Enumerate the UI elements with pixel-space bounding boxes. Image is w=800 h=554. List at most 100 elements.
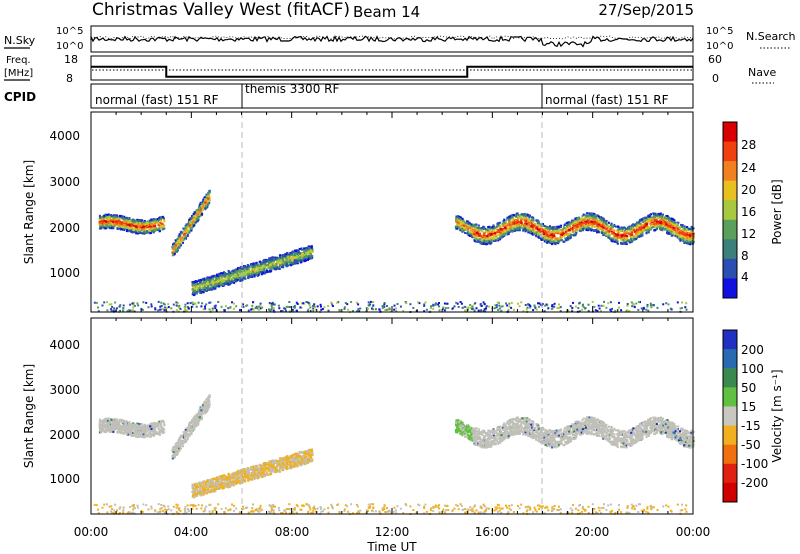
freq-label: Freq. bbox=[6, 55, 31, 66]
power-data-point bbox=[199, 212, 201, 215]
power-data-point bbox=[639, 219, 641, 221]
power-data-point bbox=[227, 273, 229, 276]
power-data-point bbox=[115, 216, 117, 218]
power-data-point bbox=[624, 238, 627, 241]
power-data-point bbox=[613, 240, 616, 243]
power-data-point bbox=[255, 262, 258, 264]
power-data-point bbox=[174, 244, 177, 247]
power-data-point bbox=[241, 267, 244, 270]
power-ground-point bbox=[505, 302, 507, 305]
power-data-point bbox=[584, 219, 586, 222]
power-data-point bbox=[207, 197, 210, 200]
power-data-point bbox=[272, 265, 275, 268]
power-data-point bbox=[556, 240, 559, 243]
cpid-segment-3: normal (fast) 151 RF bbox=[545, 93, 669, 107]
power-data-point bbox=[637, 223, 640, 226]
power-ground-point bbox=[299, 306, 302, 309]
power-data-point bbox=[177, 235, 180, 238]
power-data-point bbox=[100, 222, 103, 225]
power-data-point bbox=[286, 254, 288, 257]
power-data-point bbox=[153, 221, 156, 224]
power-ground-point bbox=[347, 308, 350, 311]
power-data-point bbox=[538, 232, 541, 235]
power-data-point bbox=[282, 260, 285, 263]
power-data-point bbox=[197, 213, 200, 216]
power-data-point bbox=[190, 218, 193, 221]
power-data-point bbox=[497, 228, 500, 231]
power-data-point bbox=[628, 233, 631, 235]
power-data-point bbox=[143, 232, 146, 235]
power-data-point bbox=[640, 228, 642, 231]
power-ground-point bbox=[618, 306, 620, 309]
power-data-point bbox=[517, 228, 520, 231]
power-data-point bbox=[497, 234, 500, 237]
power-data-point bbox=[281, 256, 284, 259]
power-data-point bbox=[199, 289, 202, 292]
power-data-point bbox=[303, 254, 306, 257]
power-data-point bbox=[610, 223, 613, 226]
power-data-point bbox=[231, 274, 234, 277]
power-data-point bbox=[670, 234, 673, 237]
power-data-point bbox=[103, 214, 106, 217]
power-data-point bbox=[188, 224, 191, 227]
power-data-point bbox=[149, 232, 152, 235]
power-data-point bbox=[488, 229, 491, 232]
power-data-point bbox=[661, 214, 664, 217]
power-data-point bbox=[104, 213, 107, 216]
power-data-point bbox=[482, 238, 485, 241]
power-data-point bbox=[163, 224, 166, 227]
power-data-point bbox=[558, 237, 561, 240]
power-data-point bbox=[158, 216, 161, 219]
power-data-point bbox=[136, 221, 139, 224]
power-data-point bbox=[207, 195, 210, 198]
power-data-point bbox=[277, 260, 280, 263]
power-data-point bbox=[141, 225, 144, 228]
power-data-point bbox=[689, 233, 692, 235]
power-data-point bbox=[208, 199, 211, 201]
power-data-point bbox=[266, 259, 269, 262]
power-data-point bbox=[271, 257, 274, 260]
power-data-point bbox=[182, 238, 185, 241]
power-data-point bbox=[582, 229, 585, 232]
freq-left-tick-top: 18 bbox=[64, 53, 78, 66]
power-data-point bbox=[585, 225, 588, 228]
power-data-point bbox=[479, 235, 482, 237]
power-data-point bbox=[143, 220, 146, 222]
power-data-point bbox=[679, 226, 681, 229]
power-data-point bbox=[178, 238, 180, 241]
power-data-point bbox=[616, 234, 619, 236]
power-data-point bbox=[624, 229, 626, 232]
power-data-point bbox=[620, 241, 622, 244]
power-data-point bbox=[118, 224, 121, 226]
power-data-point bbox=[286, 263, 288, 266]
power-data-point bbox=[101, 224, 104, 227]
power-data-point bbox=[285, 265, 288, 268]
power-data-point bbox=[680, 223, 682, 226]
power-data-point bbox=[179, 239, 182, 241]
power-data-point bbox=[140, 229, 143, 232]
power-data-point bbox=[251, 276, 254, 278]
power-data-point bbox=[585, 220, 588, 223]
power-data-point bbox=[562, 229, 565, 232]
power-data-point bbox=[192, 217, 195, 220]
power-data-point bbox=[226, 279, 229, 282]
power-data-point bbox=[123, 215, 126, 218]
power-data-point bbox=[201, 282, 204, 285]
power-data-point bbox=[111, 227, 114, 230]
power-data-point bbox=[468, 222, 471, 225]
power-data-point bbox=[289, 254, 292, 256]
power-data-point bbox=[481, 230, 484, 233]
power-data-point bbox=[478, 226, 481, 229]
power-data-point bbox=[116, 215, 119, 218]
power-data-point bbox=[102, 226, 105, 229]
power-data-point bbox=[552, 227, 555, 230]
power-data-point bbox=[265, 264, 268, 267]
power-data-point bbox=[220, 272, 223, 275]
power-ground-point bbox=[204, 305, 206, 308]
power-data-point bbox=[672, 229, 675, 232]
power-data-point bbox=[262, 271, 265, 274]
power-data-point bbox=[553, 242, 556, 245]
power-data-point bbox=[161, 222, 164, 225]
power-ground-point bbox=[239, 309, 241, 312]
power-data-point bbox=[458, 227, 461, 230]
